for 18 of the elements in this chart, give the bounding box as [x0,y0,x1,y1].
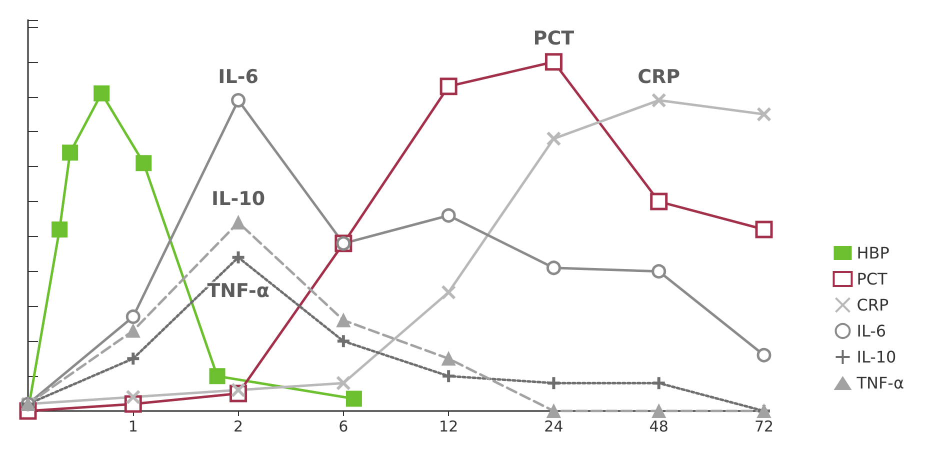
x-tick-label: 1 [128,418,138,436]
annotation: IL-10 [212,188,266,210]
x-tick-label: 6 [338,418,348,436]
x-tick-label: 24 [544,418,564,436]
x-tick-label: 2 [234,418,244,436]
x-tick-label: 12 [439,418,458,436]
legend-label: TNF-α [856,374,904,392]
annotation: PCT [533,27,574,50]
annotation: TNF-α [207,280,270,302]
legend-label: IL-10 [856,348,896,366]
legend-label: HBP [856,244,890,262]
x-tick-label: 48 [649,418,668,436]
annotation: CRP [638,66,680,88]
x-tick-label: 72 [754,418,774,436]
annotation: IL-6 [218,66,258,88]
legend-label: IL-6 [856,322,886,340]
legend-label: CRP [856,296,890,314]
legend-label: PCT [856,270,888,288]
